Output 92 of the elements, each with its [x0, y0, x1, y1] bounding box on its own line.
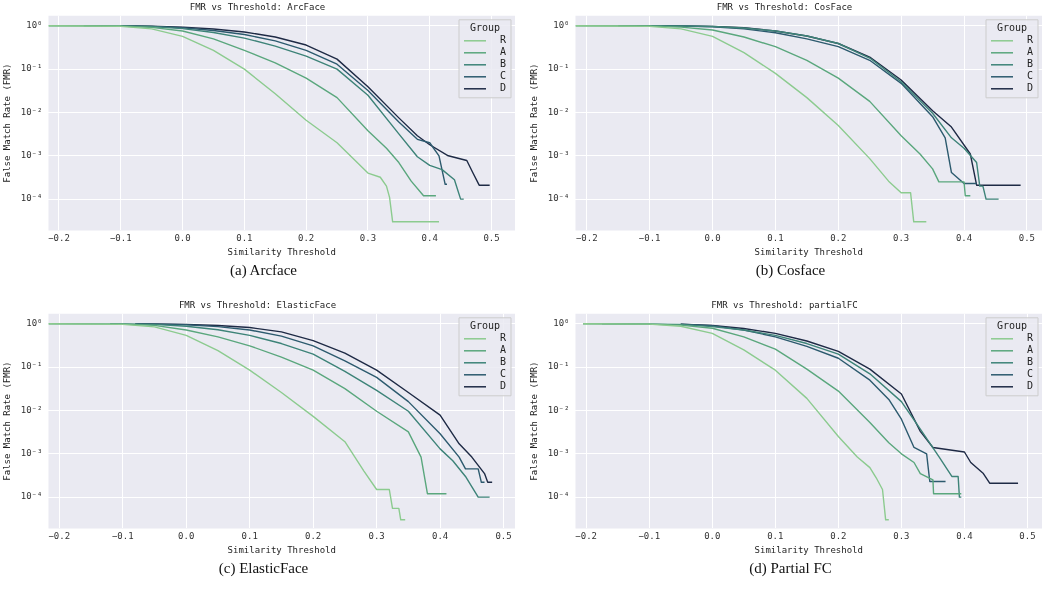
y-tick-label: 10⁻⁴ [20, 491, 43, 502]
x-tick-label: 0.3 [893, 233, 910, 244]
text: (d) Partial FC [748, 560, 833, 577]
y-axis-title: False Match Rate (FMR) [528, 361, 539, 481]
legend-label: B [1026, 58, 1033, 70]
x-tick-label: −0.1 [638, 233, 661, 244]
legend-title: Group [996, 320, 1028, 332]
x-tick-label: 0.5 [1018, 233, 1036, 244]
legend-label: C [499, 70, 506, 82]
legend-label: R [499, 34, 507, 46]
x-tick-label: −0.1 [638, 531, 661, 542]
legend-label: D [499, 380, 506, 392]
x-tick-label: 0.4 [431, 531, 449, 542]
x-axis-title: Similarity Threshold [227, 544, 336, 555]
x-tick-label: 0.2 [830, 233, 847, 244]
y-tick-label: 10⁻⁴ [20, 193, 43, 204]
legend-title: Group [469, 320, 501, 332]
x-tick-label: 0.5 [483, 233, 500, 244]
x-tick-label: 0.4 [955, 233, 973, 244]
x-tick-label: 0.4 [956, 531, 973, 542]
legend-label: B [1026, 356, 1033, 368]
x-tick-label: −0.2 [48, 531, 71, 542]
x-tick-label: 0.4 [421, 233, 438, 244]
x-tick-label: −0.2 [48, 233, 70, 244]
x-tick-label: 0.0 [174, 233, 191, 244]
x-tick-label: −0.1 [111, 531, 134, 542]
y-tick-label: 10⁰ [26, 318, 43, 329]
x-tick-label: 0.5 [495, 531, 512, 542]
y-tick-label: 10⁰ [553, 318, 570, 329]
x-tick-label: 0.0 [178, 531, 195, 542]
x-tick-label: 0.1 [767, 531, 784, 542]
x-tick-label: −0.1 [109, 233, 132, 244]
y-axis-title: False Match Rate (FMR) [1, 63, 12, 183]
y-tick-label: 10⁻² [547, 404, 570, 415]
legend-label: C [499, 368, 506, 380]
legend-label: A [499, 46, 506, 58]
y-tick-label: 10⁻² [20, 404, 43, 415]
y-axis-title: False Match Rate (FMR) [528, 63, 539, 183]
x-tick-label: −0.2 [575, 233, 598, 244]
x-axis-title: Similarity Threshold [754, 246, 863, 257]
legend-label: C [1026, 368, 1033, 380]
legend-label: R [1026, 332, 1034, 344]
x-tick-label: 0.5 [1019, 531, 1036, 542]
legend-title: Group [469, 22, 501, 34]
legend-title: Group [996, 22, 1028, 34]
y-tick-label: 10⁻¹ [547, 63, 570, 74]
y-tick-label: 10⁻² [20, 106, 43, 117]
y-tick-label: 10⁰ [26, 20, 43, 31]
y-tick-label: 10⁻² [547, 106, 570, 117]
legend-label: R [1026, 34, 1034, 46]
y-tick-label: 10⁻¹ [20, 361, 43, 372]
y-tick-label: 10⁻¹ [20, 63, 43, 74]
legend-label: C [1026, 70, 1033, 82]
x-tick-label: −0.2 [575, 531, 598, 542]
text: (c) ElasticFace [217, 560, 310, 577]
x-tick-label: 0.0 [704, 233, 721, 244]
x-axis-title: Similarity Threshold [754, 544, 863, 555]
legend-label: D [499, 82, 506, 94]
x-tick-label: 0.2 [298, 233, 315, 244]
chart-title: FMR vs Threshold: CosFace [716, 1, 853, 12]
x-tick-label: 0.2 [830, 531, 847, 542]
x-axis-title: Similarity Threshold [227, 246, 336, 257]
legend-label: B [499, 58, 506, 70]
x-tick-label: 0.3 [359, 233, 377, 244]
y-tick-label: 10⁻⁴ [547, 491, 570, 502]
x-tick-label: 0.1 [767, 233, 784, 244]
y-tick-label: 10⁻¹ [547, 361, 570, 372]
y-tick-label: 10⁻⁴ [547, 193, 570, 204]
y-tick-label: 10⁻³ [20, 448, 43, 459]
x-tick-label: 0.3 [368, 531, 385, 542]
legend-label: R [499, 332, 507, 344]
x-tick-label: 0.3 [893, 531, 910, 542]
text: (b) Cosface [754, 262, 827, 279]
text: (a) Arcface [229, 262, 298, 279]
chart-title: FMR vs Threshold: ElasticFace [178, 299, 337, 310]
y-tick-label: 10⁻³ [547, 150, 570, 161]
legend-label: D [1026, 380, 1033, 392]
x-tick-label: 0.1 [236, 233, 253, 244]
y-tick-label: 10⁻³ [547, 448, 570, 459]
y-axis-title: False Match Rate (FMR) [1, 361, 12, 481]
legend-label: A [1026, 46, 1033, 58]
legend-label: A [499, 344, 506, 356]
x-tick-label: 0.0 [704, 531, 721, 542]
y-tick-label: 10⁻³ [20, 150, 43, 161]
legend-label: A [1026, 344, 1033, 356]
x-tick-label: 0.1 [241, 531, 258, 542]
chart-title: FMR vs Threshold: ArcFace [189, 1, 326, 12]
y-tick-label: 10⁰ [553, 20, 570, 31]
x-tick-label: 0.2 [305, 531, 322, 542]
chart-title: FMR vs Threshold: partialFC [711, 299, 858, 310]
legend-label: D [1026, 82, 1033, 94]
legend-label: B [499, 356, 506, 368]
